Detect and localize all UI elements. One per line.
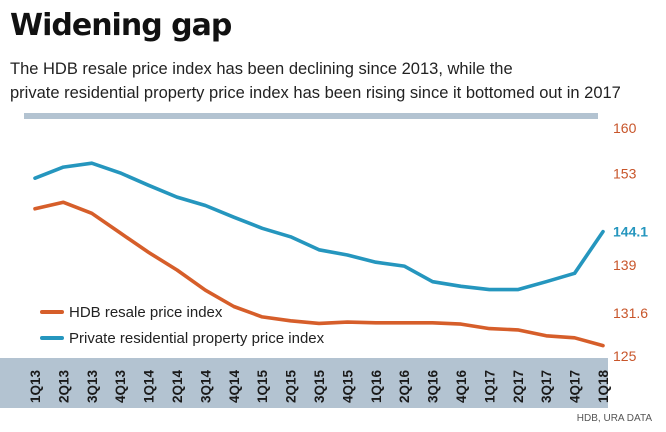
legend-label: HDB resale price index (69, 304, 223, 321)
x-tick-label: 3Q17 (539, 370, 554, 403)
x-tick-label: 3Q13 (85, 369, 100, 403)
chart-subtitle: The HDB resale price index has been decl… (10, 57, 660, 105)
x-tick-label: 3Q14 (198, 369, 213, 403)
x-tick-label: 4Q13 (113, 369, 128, 403)
y-tick-label: 139 (613, 257, 637, 273)
x-tick-label: 2Q13 (56, 369, 71, 403)
source-note: HDB, URA DATA (576, 413, 652, 424)
x-axis-band (0, 358, 608, 408)
x-tick-label: 4Q16 (454, 369, 469, 403)
x-tick-label: 3Q16 (426, 369, 441, 403)
hdb-series-line (33, 200, 605, 348)
x-tick-label: 1Q18 (596, 369, 611, 403)
separator-bar (24, 113, 598, 119)
x-tick-label: 1Q15 (255, 369, 270, 403)
y-tick-label: 144.1 (613, 224, 648, 240)
private-series-line (33, 161, 605, 292)
x-tick-label: 4Q17 (568, 370, 583, 403)
x-tick-label: 4Q15 (340, 369, 355, 403)
y-tick-label: 125 (613, 348, 637, 364)
x-tick-label: 2Q16 (397, 369, 412, 403)
x-tick-label: 2Q14 (170, 369, 185, 403)
x-tick-label: 2Q17 (511, 370, 526, 403)
chart-title: Widening gap (10, 8, 232, 43)
x-tick-label: 2Q15 (284, 369, 299, 403)
y-tick-label: 153 (613, 166, 637, 182)
x-tick-label: 4Q14 (227, 369, 242, 403)
subtitle-line-2: private residential property price index… (10, 84, 621, 102)
legend-label: Private residential property price index (69, 330, 325, 347)
x-tick-label: 1Q13 (28, 369, 43, 403)
subtitle-line-1: The HDB resale price index has been decl… (10, 60, 513, 78)
y-tick-label: 160 (613, 120, 637, 136)
x-tick-label: 1Q16 (369, 369, 384, 403)
y-tick-label: 131.6 (613, 305, 648, 321)
x-tick-label: 1Q14 (142, 369, 157, 403)
x-tick-label: 1Q17 (482, 370, 497, 403)
x-tick-label: 3Q15 (312, 369, 327, 403)
